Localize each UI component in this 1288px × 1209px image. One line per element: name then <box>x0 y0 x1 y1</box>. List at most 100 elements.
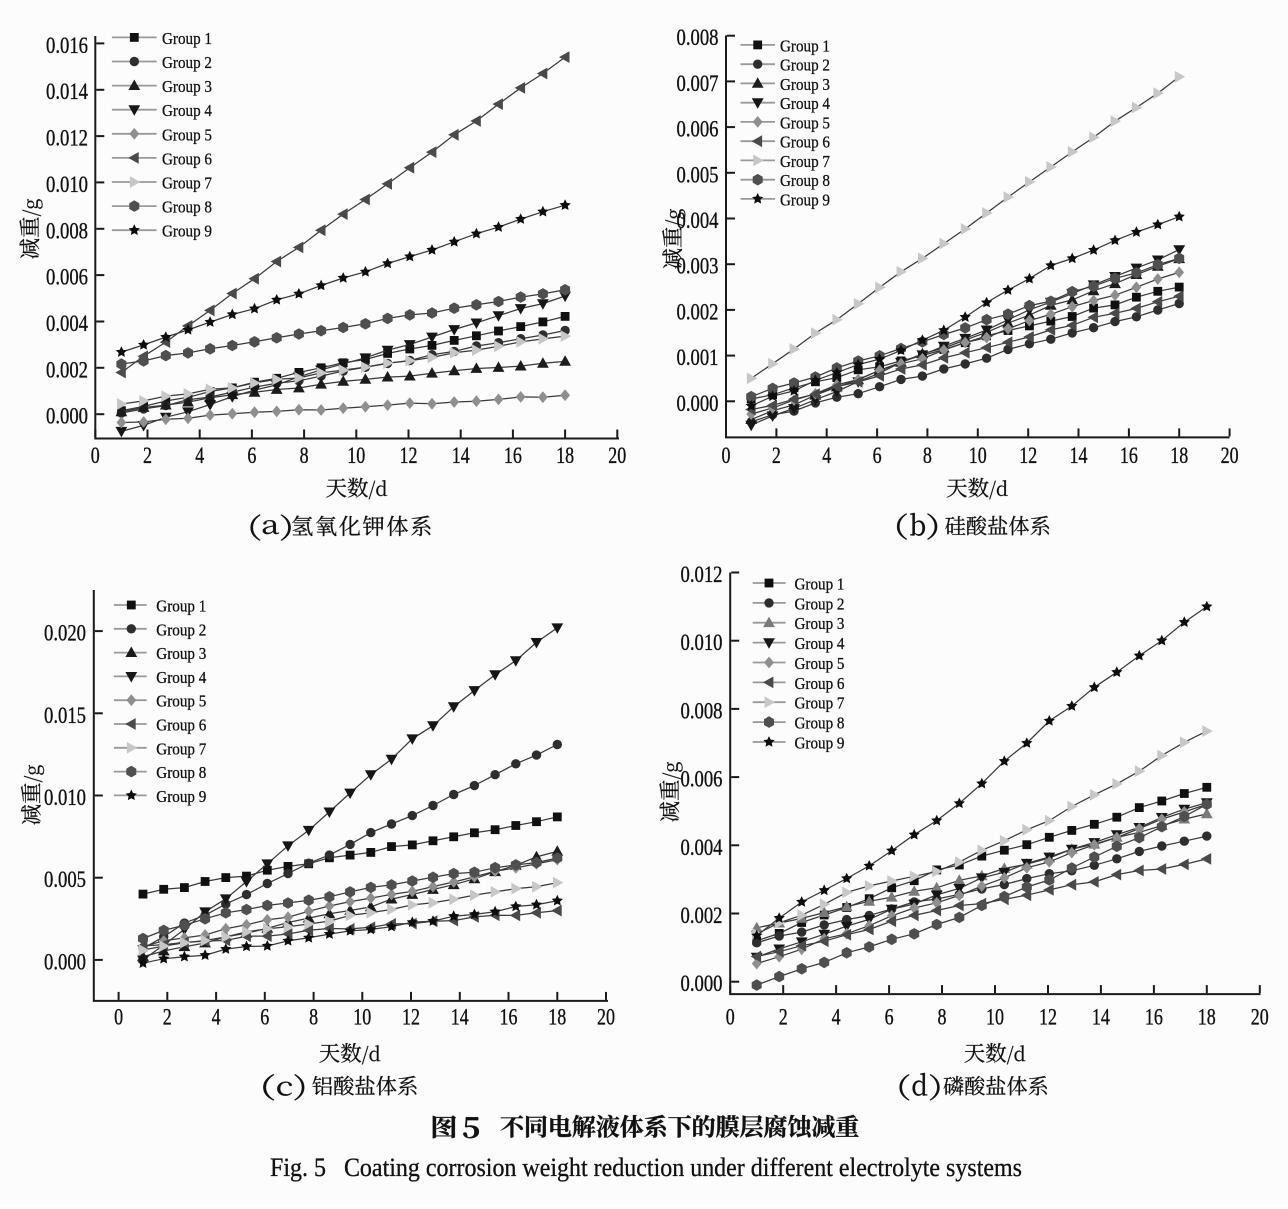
svg-text:18: 18 <box>556 443 574 469</box>
svg-text:16: 16 <box>1145 1005 1163 1031</box>
svg-text:14: 14 <box>452 443 470 469</box>
svg-text:2: 2 <box>772 443 781 469</box>
svg-text:6: 6 <box>873 443 882 469</box>
svg-text:Group 8: Group 8 <box>795 714 845 733</box>
svg-text:0.008: 0.008 <box>46 218 88 244</box>
svg-text:2: 2 <box>143 443 152 469</box>
svg-text:20: 20 <box>597 1005 615 1031</box>
svg-text:Group 6: Group 6 <box>780 133 830 152</box>
svg-text:Group 9: Group 9 <box>795 734 845 753</box>
svg-text:Group 4: Group 4 <box>156 668 206 687</box>
svg-text:0.006: 0.006 <box>677 117 719 143</box>
svg-text:14: 14 <box>1092 1005 1110 1031</box>
svg-text:0: 0 <box>91 443 100 469</box>
svg-text:Group 3: Group 3 <box>162 77 212 96</box>
svg-text:Fig. 5 Coating corrosion wei: Fig. 5 Coating corrosion weight reductio… <box>270 1153 1022 1182</box>
svg-text:16: 16 <box>1120 443 1138 469</box>
svg-text:20: 20 <box>1251 1005 1269 1031</box>
svg-text:8: 8 <box>300 443 309 469</box>
svg-text:Group 6: Group 6 <box>156 716 206 735</box>
svg-text:16: 16 <box>500 1005 518 1031</box>
svg-text:0.000: 0.000 <box>44 949 86 975</box>
svg-text:0.001: 0.001 <box>677 345 719 371</box>
svg-text:Group 5: Group 5 <box>795 654 845 673</box>
svg-text:Group 1: Group 1 <box>795 575 845 594</box>
svg-text:0.012: 0.012 <box>46 126 88 152</box>
svg-text:Group 9: Group 9 <box>162 222 212 241</box>
svg-text:0.008: 0.008 <box>681 698 723 724</box>
svg-text:18: 18 <box>1170 443 1188 469</box>
svg-text:Group 2: Group 2 <box>162 53 212 72</box>
svg-text:Group 4: Group 4 <box>795 634 845 653</box>
svg-text:Group 6: Group 6 <box>795 674 845 693</box>
svg-text:Group 4: Group 4 <box>162 101 212 120</box>
svg-text:0: 0 <box>114 1005 123 1031</box>
svg-text:14: 14 <box>451 1005 469 1031</box>
svg-text:Group 3: Group 3 <box>156 644 206 663</box>
svg-text:Group 1: Group 1 <box>156 597 206 616</box>
svg-text:0.010: 0.010 <box>681 630 723 656</box>
svg-text:2: 2 <box>779 1005 788 1031</box>
svg-text:0: 0 <box>726 1005 735 1031</box>
svg-text:Group 6: Group 6 <box>162 149 212 168</box>
svg-text:10: 10 <box>986 1005 1004 1031</box>
svg-text:Group 8: Group 8 <box>162 198 212 217</box>
svg-text:18: 18 <box>1198 1005 1216 1031</box>
svg-text:Group 5: Group 5 <box>780 113 830 132</box>
svg-text:0.004: 0.004 <box>681 835 723 861</box>
svg-text:2: 2 <box>163 1005 172 1031</box>
svg-text:Group 5: Group 5 <box>156 692 206 711</box>
svg-text:0.005: 0.005 <box>677 162 719 188</box>
svg-text:8: 8 <box>923 443 932 469</box>
svg-text:0.008: 0.008 <box>677 25 719 51</box>
svg-text:Group 7: Group 7 <box>780 152 830 171</box>
svg-text:Group 3: Group 3 <box>780 75 830 94</box>
svg-text:12: 12 <box>400 443 418 469</box>
svg-text:6: 6 <box>260 1005 269 1031</box>
svg-text:12: 12 <box>402 1005 420 1031</box>
svg-text:0.015: 0.015 <box>44 703 86 729</box>
svg-text:Group 9: Group 9 <box>156 787 206 806</box>
svg-text:10: 10 <box>969 443 987 469</box>
svg-text:12: 12 <box>1019 443 1037 469</box>
svg-text:Group 2: Group 2 <box>780 56 830 75</box>
svg-text:8: 8 <box>938 1005 947 1031</box>
svg-text:4: 4 <box>832 1005 841 1031</box>
svg-text:0.004: 0.004 <box>677 208 719 234</box>
svg-text:0.002: 0.002 <box>677 299 719 325</box>
svg-text:0.014: 0.014 <box>46 79 88 105</box>
svg-text:0.010: 0.010 <box>44 785 86 811</box>
svg-text:Group 5: Group 5 <box>162 125 212 144</box>
svg-text:0.012: 0.012 <box>681 562 723 588</box>
svg-text:14: 14 <box>1070 443 1088 469</box>
svg-text:Group 7: Group 7 <box>162 174 212 193</box>
svg-text:8: 8 <box>309 1005 318 1031</box>
svg-text:10: 10 <box>347 443 365 469</box>
svg-text:Group 8: Group 8 <box>156 763 206 782</box>
svg-text:16: 16 <box>504 443 522 469</box>
svg-text:0.002: 0.002 <box>46 357 88 383</box>
svg-text:0.006: 0.006 <box>681 767 723 793</box>
svg-text:4: 4 <box>195 443 204 469</box>
svg-text:0.016: 0.016 <box>46 33 88 59</box>
svg-text:Group 9: Group 9 <box>780 190 830 209</box>
svg-text:0.000: 0.000 <box>677 391 719 417</box>
svg-text:0.006: 0.006 <box>46 265 88 291</box>
svg-text:0.002: 0.002 <box>681 903 723 929</box>
svg-text:Group 4: Group 4 <box>780 94 830 113</box>
svg-text:4: 4 <box>212 1005 221 1031</box>
svg-text:18: 18 <box>548 1005 566 1031</box>
svg-text:Group 8: Group 8 <box>780 171 830 190</box>
svg-text:0.004: 0.004 <box>46 311 88 337</box>
svg-text:6: 6 <box>247 443 256 469</box>
svg-text:0.000: 0.000 <box>46 404 88 430</box>
svg-text:4: 4 <box>822 443 831 469</box>
svg-text:Group 2: Group 2 <box>795 594 845 613</box>
svg-text:6: 6 <box>885 1005 894 1031</box>
svg-text:Group 7: Group 7 <box>795 694 845 713</box>
svg-text:10: 10 <box>353 1005 371 1031</box>
svg-text:0.005: 0.005 <box>44 867 86 893</box>
svg-text:0.007: 0.007 <box>677 71 719 97</box>
svg-text:Group 1: Group 1 <box>780 36 830 55</box>
svg-text:Group 7: Group 7 <box>156 739 206 758</box>
